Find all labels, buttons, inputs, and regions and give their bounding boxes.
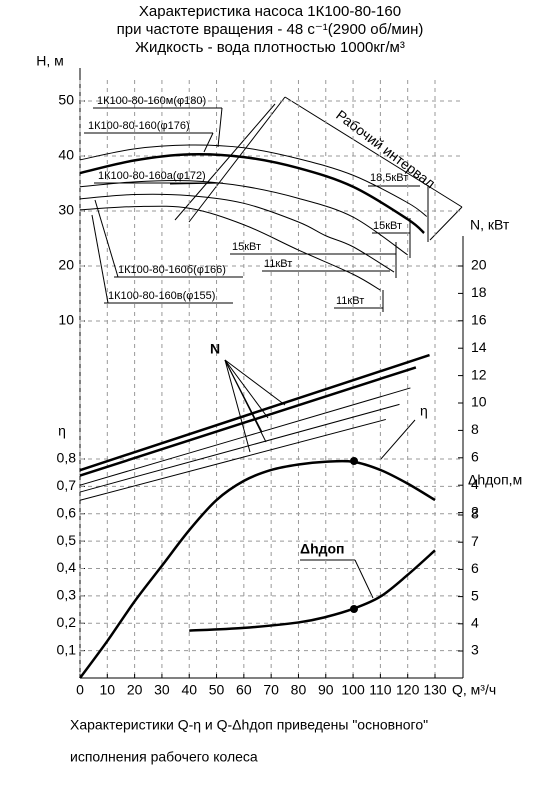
curve xyxy=(79,193,395,273)
y-tick-label: 6 xyxy=(471,560,479,576)
leader-line xyxy=(224,359,251,453)
y-tick-label: 4 xyxy=(471,615,479,631)
leader-line xyxy=(217,107,223,148)
curve xyxy=(78,459,436,679)
x-tick-label: 0 xyxy=(76,682,84,698)
x-tick-label: 130 xyxy=(423,682,447,698)
x-tick-label: 40 xyxy=(181,682,197,698)
y-tick-label: 8 xyxy=(471,421,479,437)
footer-line: исполнения рабочего колеса xyxy=(70,749,258,765)
operating-point xyxy=(350,457,358,465)
x-tick-label: 60 xyxy=(236,682,252,698)
leader-line xyxy=(354,559,374,599)
x-tick-label: 20 xyxy=(127,682,143,698)
y-tick-label: 10 xyxy=(471,394,487,410)
annotation: 15кВт xyxy=(373,220,402,232)
leader-line xyxy=(379,419,416,461)
curve xyxy=(79,353,430,472)
y-tick-label: 3 xyxy=(471,642,479,658)
annotation: 11кВт xyxy=(336,295,364,307)
curve-label: η xyxy=(420,403,428,419)
operating-point xyxy=(350,605,358,613)
y-tick-label: 0,2 xyxy=(57,614,77,630)
curve-label: 1К100-80-160в(φ155) xyxy=(108,290,215,302)
x-tick-label: 10 xyxy=(100,682,116,698)
y-tick-label: 4 xyxy=(471,476,479,492)
x-tick-label: 80 xyxy=(291,682,307,698)
y-axis-title: N, кВт xyxy=(470,217,510,233)
x-axis-title: Q, м³/ч xyxy=(452,682,496,698)
y-tick-label: 20 xyxy=(58,257,74,273)
leader-line xyxy=(174,103,276,221)
footer-line: Характеристики Q-η и Q-Δhдоп приведены "… xyxy=(70,717,428,733)
x-tick-label: 50 xyxy=(209,682,225,698)
annotation: N xyxy=(210,341,220,357)
y-tick-label: 5 xyxy=(471,587,479,603)
curve xyxy=(79,152,425,234)
leader-line xyxy=(188,96,286,223)
y-tick-label: 0,3 xyxy=(57,587,77,603)
leader-line xyxy=(203,132,214,153)
title-line: Жидкость - вода плотностью 1000кг/м³ xyxy=(135,39,405,56)
leader-line xyxy=(94,199,119,278)
curve-label: Δhдоп xyxy=(300,541,345,557)
y-tick-label: 20 xyxy=(471,257,487,273)
y-tick-label: 14 xyxy=(471,339,487,355)
title-line: Характеристика насоса 1К100-80-160 xyxy=(139,3,401,20)
y-tick-label: 0,6 xyxy=(57,504,77,520)
x-tick-label: 70 xyxy=(263,682,279,698)
y-tick-label: 30 xyxy=(58,202,74,218)
y-tick-label: 0,1 xyxy=(57,641,77,657)
interval-bracket xyxy=(284,96,463,208)
curve xyxy=(79,144,428,217)
y-tick-label: 16 xyxy=(471,312,487,328)
y-tick-label: 0,5 xyxy=(57,532,77,548)
curve xyxy=(79,418,386,501)
y-tick-label: 50 xyxy=(58,92,74,108)
curve-label: 1К100-80-160а(φ172) xyxy=(98,170,206,182)
leader-line xyxy=(224,359,269,419)
y-tick-label: 12 xyxy=(471,366,487,382)
y-tick-label: 18 xyxy=(471,284,487,300)
annotation: 11кВт xyxy=(264,258,292,270)
y-tick-label: 2 xyxy=(471,503,479,519)
y-tick-label: 0,8 xyxy=(57,450,77,466)
annotation: 18,5кВт xyxy=(370,172,408,184)
leader-line xyxy=(224,359,286,406)
y-tick-label: 7 xyxy=(471,533,479,549)
curve xyxy=(79,387,411,486)
curve xyxy=(189,549,436,632)
y-tick-label: 40 xyxy=(58,147,74,163)
leader-line xyxy=(224,359,267,443)
curve-label: 1К100-80-160м(φ180) xyxy=(97,95,206,107)
annotation: 15кВт xyxy=(232,241,261,253)
y-tick-label: 0,4 xyxy=(57,559,77,575)
y-tick-label: 8 xyxy=(471,506,479,522)
curve xyxy=(79,179,408,256)
y-axis-title: η xyxy=(58,423,66,439)
x-tick-label: 90 xyxy=(318,682,334,698)
curve-label: 1К100-80-160(φ176) xyxy=(88,120,190,132)
curve xyxy=(79,205,381,291)
y-axis-title: H, м xyxy=(36,53,64,69)
y-tick-label: 0,7 xyxy=(57,477,77,493)
x-tick-label: 100 xyxy=(341,682,365,698)
y-tick-label: 6 xyxy=(471,449,479,465)
x-tick-label: 110 xyxy=(369,682,392,698)
y-axis-title: Δhдоп,м xyxy=(468,472,522,488)
curve xyxy=(79,366,417,477)
x-tick-label: 120 xyxy=(396,682,420,698)
curve xyxy=(79,403,400,493)
x-tick-label: 30 xyxy=(154,682,170,698)
leader-line xyxy=(91,214,109,304)
curve-label: 1К100-80-160б(φ166) xyxy=(118,264,226,276)
title-line: при частоте вращения - 48 с⁻¹(2900 об/ми… xyxy=(117,21,424,38)
y-tick-label: 10 xyxy=(58,312,74,328)
